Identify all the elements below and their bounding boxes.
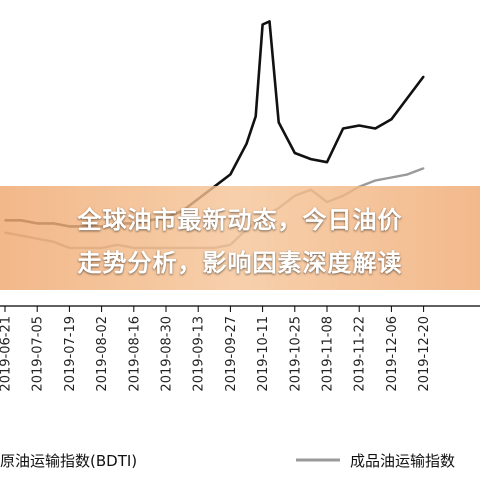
x-tick-label: 2019-11-22	[353, 316, 368, 392]
data-point-bdti-22	[326, 161, 328, 164]
x-tick-label: 2019-09-13	[192, 316, 207, 392]
data-point-bdti-21	[310, 158, 312, 161]
data-point-bdti-18	[268, 20, 271, 23]
headline-line-2: 走势分析，影响因素深度解读	[77, 249, 403, 277]
legend-label-product: 成品油运输指数	[350, 452, 455, 470]
data-point-bdti-19	[277, 121, 280, 124]
legend-label-bdti: 原油运输指数(BDTI)	[0, 452, 137, 470]
data-point-bdti-16	[254, 115, 257, 118]
x-tick-label: 2019-10-25	[288, 316, 303, 392]
x-tick-label: 2019-08-30	[160, 316, 175, 392]
x-tick-label: 2019-12-20	[417, 316, 432, 392]
title-banner	[0, 186, 480, 290]
x-tick-label: 2019-08-16	[127, 316, 142, 392]
x-tick-label: 2019-08-02	[95, 316, 110, 392]
x-tick-label: 2019-07-05	[31, 316, 46, 392]
data-point-bdti-15	[245, 142, 248, 145]
data-point-bdti-24	[358, 124, 361, 127]
data-point-product-25	[406, 173, 409, 176]
x-tick-label: 2019-06-21	[0, 316, 14, 392]
data-point-bdti-23	[342, 127, 344, 130]
x-tick-label: 2019-09-27	[224, 316, 239, 392]
data-point-product-23	[374, 179, 377, 182]
data-point-bdti-17	[261, 23, 264, 26]
x-tick-label: 2019-12-06	[385, 316, 400, 392]
x-tick-label: 2019-07-19	[63, 316, 78, 392]
x-ticks-layer: 2019-06-21 2019-07-05 2019-07-19 2019-08-02…	[0, 306, 432, 392]
data-point-bdti-20	[293, 152, 296, 154]
data-point-bdti-28	[422, 75, 425, 78]
data-point-bdti-25	[374, 127, 377, 130]
data-point-bdti-27	[406, 97, 409, 99]
data-point-bdti-14	[229, 173, 232, 176]
data-point-bdti-26	[390, 118, 393, 121]
x-tick-label: 2019-10-11	[256, 316, 271, 392]
data-point-product-24	[390, 176, 393, 179]
legend: 原油运输指数(BDTI) 成品油运输指数	[0, 452, 455, 470]
x-tick-label: 2019-11-08	[321, 316, 336, 392]
data-point-product-26	[422, 167, 425, 170]
headline-line-1: 全球油市最新动态，今日油价	[77, 206, 403, 234]
